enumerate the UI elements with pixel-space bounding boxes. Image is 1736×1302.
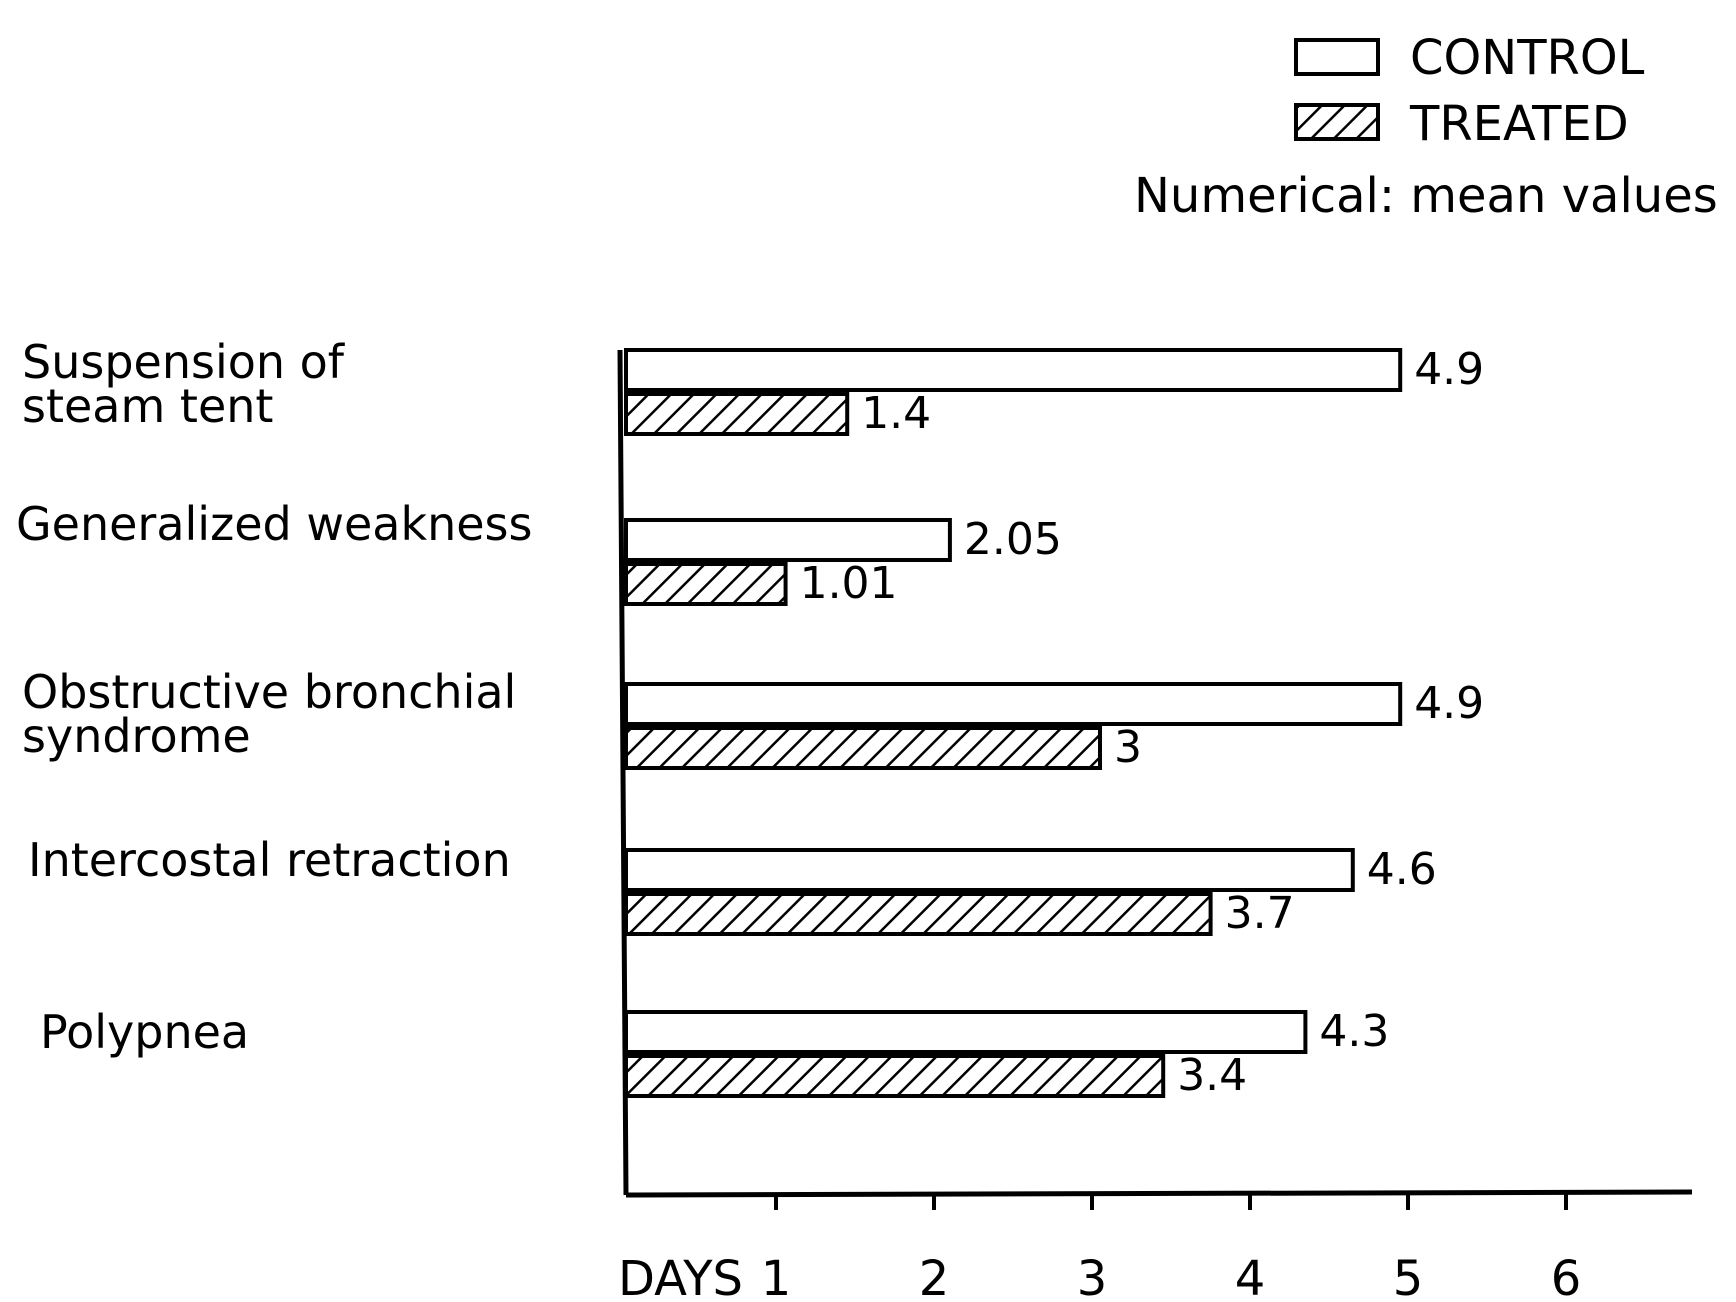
x-axis-line xyxy=(625,1189,1693,1198)
control-value-label: 4.6 xyxy=(1367,844,1437,895)
x-tick-label: 3 xyxy=(1077,1251,1108,1302)
legend-treated-swatch xyxy=(1294,103,1380,141)
bars xyxy=(624,348,1403,1098)
treated-value-label: 1.01 xyxy=(800,558,898,609)
x-ticks: 1 2 3 4 5 6 xyxy=(761,1193,1582,1302)
control-value-label: 2.05 xyxy=(964,514,1062,565)
treated-bar xyxy=(624,1054,1166,1098)
control-value-label: 4.9 xyxy=(1414,344,1484,395)
treated-value-label: 1.4 xyxy=(861,388,931,439)
legend: CONTROL TREATED Numerical: mean values xyxy=(1134,30,1718,224)
category-label: syndrome xyxy=(22,709,251,763)
control-value-label: 4.3 xyxy=(1319,1006,1389,1057)
legend-treated-label: TREATED xyxy=(1409,96,1629,152)
x-tick-label: 5 xyxy=(1393,1251,1424,1302)
control-bar xyxy=(624,518,952,562)
treated-bar xyxy=(624,562,788,606)
x-tick-label: 6 xyxy=(1551,1251,1582,1302)
treated-value-label: 3.7 xyxy=(1225,888,1295,939)
x-tick-label: 1 xyxy=(761,1251,792,1302)
control-bar xyxy=(624,848,1355,892)
legend-note: Numerical: mean values xyxy=(1134,168,1718,224)
category-label: steam tent xyxy=(22,379,273,433)
category-label: Obstructive bronchial xyxy=(22,665,516,719)
treated-bar xyxy=(624,726,1102,770)
control-value-label: 4.9 xyxy=(1414,678,1484,729)
control-bar xyxy=(624,1010,1308,1054)
legend-control-label: CONTROL xyxy=(1410,30,1645,86)
treated-value-label: 3.4 xyxy=(1177,1050,1247,1101)
category-label: Generalized weakness xyxy=(16,497,532,551)
category-label: Polypnea xyxy=(40,1005,249,1059)
x-axis-title: DAYS xyxy=(618,1251,743,1302)
control-bar xyxy=(624,348,1403,392)
x-tick-label: 4 xyxy=(1235,1251,1266,1302)
value-labels: 4.9 1.4 2.05 1.01 4.9 3 4.6 3.7 4.3 3.4 xyxy=(800,344,1485,1101)
legend-control-swatch xyxy=(1294,38,1380,76)
treated-bar xyxy=(624,892,1213,936)
x-tick-label: 2 xyxy=(919,1251,950,1302)
treated-bar xyxy=(624,392,850,436)
treated-value-label: 3 xyxy=(1114,722,1142,773)
control-bar xyxy=(624,682,1403,726)
category-label: Suspension of xyxy=(22,335,346,389)
category-label: Intercostal retraction xyxy=(28,833,511,887)
